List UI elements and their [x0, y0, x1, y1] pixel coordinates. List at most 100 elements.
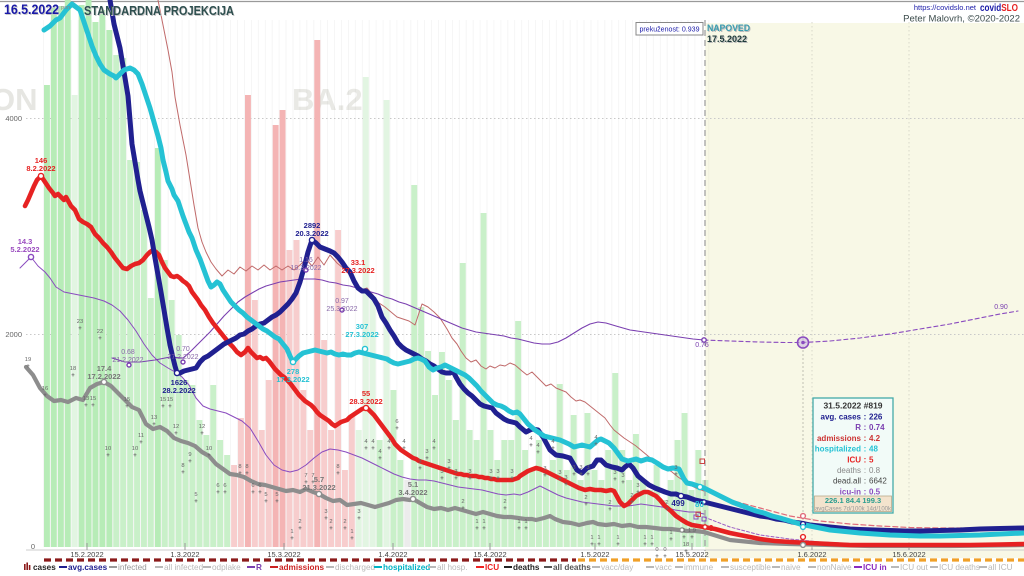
svg-text:+: + [669, 537, 673, 543]
svg-text:3: 3 [543, 466, 546, 472]
svg-text:3: 3 [489, 469, 492, 475]
svg-text:11: 11 [138, 433, 144, 439]
svg-text:4: 4 [402, 439, 406, 445]
svg-text:+: + [238, 471, 242, 477]
svg-text:3: 3 [586, 465, 589, 471]
svg-text:1: 1 [597, 535, 600, 541]
svg-text:33.1: 33.1 [351, 258, 366, 267]
svg-text:146: 146 [35, 156, 48, 165]
svg-text:+: + [590, 542, 594, 548]
svg-text:+: + [311, 480, 315, 486]
svg-text:+: + [245, 471, 249, 477]
svg-text:avg. cases: avg. cases [821, 413, 862, 422]
svg-text:ON: ON [0, 82, 38, 117]
svg-text:pon: pon [61, 5, 70, 11]
svg-text:3: 3 [564, 475, 567, 481]
svg-text:+: + [584, 502, 588, 508]
svg-text:5.7: 5.7 [314, 475, 324, 484]
svg-text:15.5.2022: 15.5.2022 [675, 550, 708, 559]
svg-text:dead.all: dead.all [833, 477, 861, 486]
svg-text:1: 1 [482, 519, 485, 525]
svg-text:+: + [551, 446, 555, 452]
svg-text:0: 0 [663, 547, 666, 553]
svg-text:16: 16 [42, 386, 48, 392]
svg-text:13: 13 [151, 415, 157, 421]
svg-text:6: 6 [223, 483, 226, 489]
svg-text:+: + [432, 446, 436, 452]
svg-text:all deaths: all deaths [553, 563, 591, 572]
svg-text:NAPOVED: NAPOVED [707, 23, 750, 34]
svg-text:+: + [454, 476, 458, 482]
svg-text:5.2.2022: 5.2.2022 [10, 245, 39, 254]
svg-text:vacc: vacc [655, 563, 672, 572]
svg-text:6642: 6642 [869, 477, 887, 486]
svg-text:Peter Malovrh, ©2020-2022: Peter Malovrh, ©2020-2022 [903, 14, 1020, 25]
svg-text:+: + [402, 446, 406, 452]
svg-text:+: + [636, 490, 640, 496]
svg-text:0.76: 0.76 [695, 342, 709, 349]
svg-text:2: 2 [329, 519, 332, 525]
svg-text:+: + [216, 490, 220, 496]
svg-text:+: + [207, 453, 211, 459]
svg-text:+: + [665, 507, 669, 513]
svg-text:3: 3 [579, 465, 582, 471]
svg-text:4: 4 [594, 435, 598, 441]
svg-text:+: + [630, 500, 634, 506]
svg-text:+: + [468, 476, 472, 482]
svg-text:1: 1 [643, 535, 646, 541]
svg-text:8.2.2022: 8.2.2022 [26, 164, 55, 173]
svg-text::: : [864, 477, 866, 486]
svg-text:nonNaive: nonNaive [817, 563, 852, 572]
svg-text:BA.2: BA.2 [292, 82, 363, 117]
svg-text:7: 7 [311, 473, 314, 479]
svg-text:hospitalized: hospitalized [383, 563, 430, 572]
svg-text:15: 15 [124, 397, 130, 403]
svg-text:27.3.2022: 27.3.2022 [341, 266, 374, 275]
svg-text:5.1: 5.1 [408, 480, 418, 489]
svg-text:+: + [684, 549, 688, 555]
svg-text:+: + [650, 542, 654, 548]
svg-text:18: 18 [70, 366, 76, 372]
svg-text:avgCases 7d/100k 14d/100k: avgCases 7d/100k 14d/100k [815, 507, 892, 513]
svg-text:19.3.2022: 19.3.2022 [290, 265, 321, 272]
svg-text:ICU: ICU [847, 455, 861, 464]
svg-text:+: + [594, 442, 598, 448]
svg-text:+: + [194, 499, 198, 505]
svg-text:3: 3 [613, 470, 616, 476]
svg-text:48: 48 [869, 445, 878, 454]
svg-text:8: 8 [181, 463, 184, 469]
svg-text:15.3.2022: 15.3.2022 [267, 550, 300, 559]
svg-text:2: 2 [298, 519, 301, 525]
svg-text:1: 1 [475, 519, 478, 525]
svg-text:+: + [26, 364, 30, 370]
svg-text:28.3.2022: 28.3.2022 [349, 397, 382, 406]
svg-text:+: + [98, 336, 102, 342]
svg-text::: : [864, 413, 867, 422]
svg-text:0.74: 0.74 [869, 423, 885, 432]
svg-text:2: 2 [630, 493, 633, 499]
svg-text:+: + [258, 490, 262, 496]
svg-text:+: + [655, 554, 659, 560]
svg-text:15.4.2022: 15.4.2022 [473, 550, 506, 559]
svg-text:1.9: 1.9 [688, 528, 696, 534]
svg-text:1: 1 [517, 519, 520, 525]
svg-text:4: 4 [378, 449, 382, 455]
svg-text:17.3.2022: 17.3.2022 [276, 375, 309, 384]
svg-text:+: + [597, 542, 601, 548]
svg-text:+: + [78, 326, 82, 332]
svg-text:+: + [425, 456, 429, 462]
svg-text:infected: infected [118, 563, 147, 572]
svg-text:+: + [524, 526, 528, 532]
svg-text:naive: naive [781, 563, 801, 572]
svg-text:+: + [674, 472, 678, 478]
svg-text:0.70: 0.70 [176, 346, 190, 353]
svg-text:+: + [350, 536, 354, 542]
svg-text:+: + [152, 422, 156, 428]
svg-text:immune: immune [684, 563, 714, 572]
svg-text:+: + [343, 526, 347, 532]
svg-text:prekuženost: 0.939: prekuženost: 0.939 [640, 25, 700, 34]
svg-text:R: R [256, 563, 262, 572]
svg-text:icu-in: icu-in [840, 487, 861, 496]
svg-text:ICU deaths: ICU deaths [939, 563, 980, 572]
svg-text:+: + [200, 431, 204, 437]
